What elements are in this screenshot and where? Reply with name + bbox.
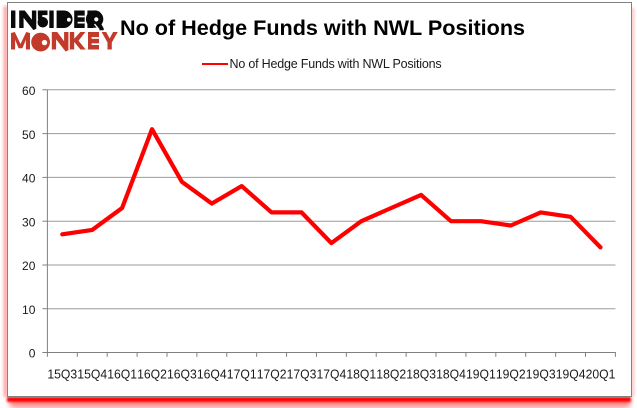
svg-text:16Q1: 16Q1 (107, 367, 137, 382)
svg-text:40: 40 (22, 172, 36, 186)
svg-text:30: 30 (22, 215, 36, 229)
svg-text:17Q4: 17Q4 (317, 367, 347, 382)
svg-text:19Q4: 19Q4 (556, 367, 586, 382)
svg-text:18Q3: 18Q3 (406, 367, 436, 382)
svg-text:17Q2: 17Q2 (257, 367, 287, 382)
svg-text:16Q2: 16Q2 (137, 367, 167, 382)
svg-text:18Q2: 18Q2 (376, 367, 406, 382)
svg-text:19Q1: 19Q1 (466, 367, 496, 382)
svg-text:18Q1: 18Q1 (346, 367, 376, 382)
svg-text:20Q1: 20Q1 (586, 367, 616, 382)
svg-text:19Q2: 19Q2 (496, 367, 526, 382)
svg-text:15Q3: 15Q3 (47, 367, 77, 382)
svg-text:60: 60 (22, 84, 36, 98)
svg-text:17Q1: 17Q1 (227, 367, 257, 382)
svg-text:50: 50 (22, 128, 36, 142)
svg-text:16Q4: 16Q4 (197, 367, 227, 382)
svg-text:10: 10 (22, 303, 36, 317)
svg-text:20: 20 (22, 259, 36, 273)
svg-text:18Q4: 18Q4 (436, 367, 466, 382)
svg-text:19Q3: 19Q3 (526, 367, 556, 382)
svg-text:15Q4: 15Q4 (77, 367, 107, 382)
svg-text:16Q3: 16Q3 (167, 367, 197, 382)
svg-text:17Q3: 17Q3 (287, 367, 317, 382)
svg-text:0: 0 (29, 347, 36, 361)
